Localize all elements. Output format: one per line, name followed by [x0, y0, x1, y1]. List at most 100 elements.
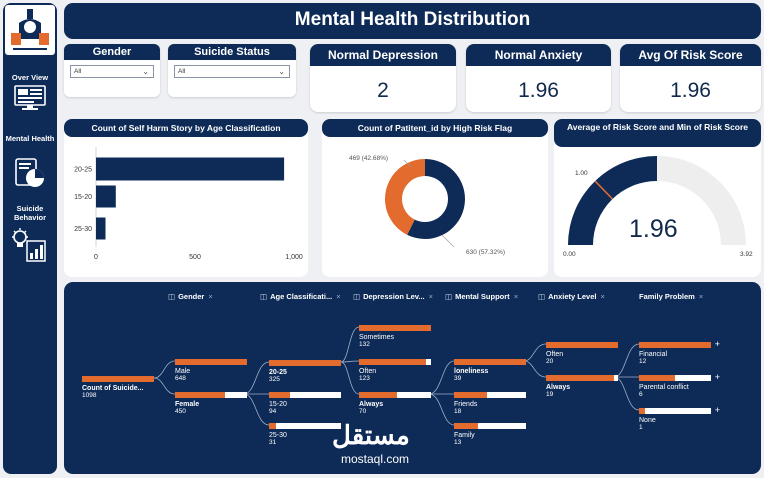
bar-tick-label: 0: [94, 254, 98, 261]
donut-label-orange: 469 (42.68%): [349, 155, 389, 162]
nav-overview-label[interactable]: Over View: [11, 73, 49, 82]
decomp-col-depression[interactable]: ◫ Depression Lev... ×: [353, 292, 433, 301]
donut-slice[interactable]: [407, 159, 465, 239]
expand-plus-icon[interactable]: +: [714, 339, 720, 349]
lightbulb-chart-icon[interactable]: [11, 227, 47, 268]
bar-tick-label: 1,000: [285, 254, 303, 261]
decomp-node-bar: [546, 375, 618, 381]
decomp-node-bar-fill: [546, 342, 618, 348]
decomp-node-bar-fill: [269, 423, 277, 429]
decomp-node-label: Female: [175, 401, 200, 408]
decomp-node-value: 13: [454, 439, 462, 446]
decomp-node-depression[interactable]: Always 70: [359, 392, 431, 415]
kpi-title: Normal Depression: [310, 44, 456, 66]
decomp-node-value: 1: [639, 424, 643, 431]
decomp-node-depression[interactable]: Sometimes 132: [359, 325, 431, 348]
bar-category-label: 25-30: [74, 226, 92, 233]
decomp-node-label: loneliness: [454, 368, 489, 375]
decomp-node-bar: [454, 359, 526, 365]
suicide-status-dropdown-value: All: [178, 68, 186, 75]
expand-plus-icon[interactable]: +: [714, 372, 720, 382]
decomp-node-age[interactable]: 20-25 325: [269, 360, 341, 383]
decomp-col-support[interactable]: ◫ Mental Support ×: [445, 292, 518, 301]
monitor-dashboard-icon[interactable]: [14, 85, 46, 116]
decomp-node-value: 94: [269, 408, 277, 415]
decomp-node-gender[interactable]: Male 648: [175, 359, 247, 382]
bar-mark[interactable]: [96, 185, 116, 208]
decomp-node-anxiety[interactable]: Often 20: [546, 342, 618, 365]
decomp-col-anxiety[interactable]: ◫ Anxiety Level ×: [538, 292, 605, 301]
close-icon[interactable]: ×: [336, 292, 341, 301]
kpi-value: 1.96: [518, 79, 559, 102]
donut-slice[interactable]: [385, 159, 425, 235]
decomp-node-value: 123: [359, 375, 370, 382]
close-icon[interactable]: ×: [428, 292, 434, 301]
decomp-node-bar-fill: [454, 359, 526, 365]
bar-mark[interactable]: [96, 217, 106, 240]
close-icon[interactable]: ×: [600, 292, 605, 301]
bar-mark[interactable]: [96, 157, 285, 181]
decomp-node-family[interactable]: Financial 12 +: [639, 339, 720, 365]
decomp-node-support[interactable]: Friends 18: [454, 392, 526, 415]
decomp-node-age[interactable]: 25-30 31: [269, 423, 341, 446]
decomp-col-gender[interactable]: ◫ Gender ×: [168, 292, 213, 301]
decomp-node-value: 39: [454, 375, 462, 382]
decomp-node-bar-fill: [639, 408, 645, 414]
decomp-node-support[interactable]: Family 13: [454, 423, 526, 446]
decomp-node-label: Family: [454, 432, 475, 439]
decomp-col-label: Gender: [178, 292, 205, 301]
decomp-node-bar: [639, 408, 711, 414]
close-icon[interactable]: ×: [698, 292, 704, 301]
kpi-title: Avg Of Risk Score: [620, 44, 761, 66]
donut-label-navy: 630 (57.32%): [466, 249, 506, 256]
pie-chart-report-icon[interactable]: [14, 157, 46, 194]
decomp-node-age[interactable]: 15-20 94: [269, 392, 341, 415]
decomp-node-family[interactable]: None 1 +: [639, 405, 720, 431]
decomp-node-anxiety[interactable]: Always 19: [546, 375, 618, 398]
decomp-col-age[interactable]: ◫ Age Classificati... ×: [260, 292, 341, 301]
decomp-node-depression[interactable]: Often 123: [359, 359, 431, 382]
kpi-normal-anxiety: Normal Anxiety 1.96: [466, 44, 611, 112]
app-logo: [5, 5, 55, 55]
expand-plus-icon[interactable]: +: [714, 405, 720, 415]
gender-slicer: Gender All ⌄: [64, 44, 160, 97]
close-icon[interactable]: ×: [513, 292, 519, 301]
kpi-value: 2: [377, 79, 389, 102]
decomp-node-support[interactable]: loneliness 39: [454, 359, 526, 382]
gauge-max-label: 3.92: [740, 251, 753, 258]
donut-leader-line: [441, 234, 455, 248]
nav-suicide-behavior-label[interactable]: Suicide Behavior: [13, 204, 47, 222]
decomp-node-root[interactable]: Count of Suicide... 1098: [82, 376, 154, 399]
decomp-node-value: 19: [546, 391, 554, 398]
decomp-node-bar: [454, 392, 526, 398]
decomp-node-label: Often: [359, 368, 377, 375]
chevron-down-icon: ⌄: [278, 67, 285, 76]
close-icon[interactable]: ×: [208, 292, 213, 301]
watermark-arabic: مستقل: [332, 420, 410, 450]
gauge-target-label: 1.00: [575, 170, 588, 177]
nav-mental-health-label[interactable]: Mental Health: [5, 134, 55, 143]
decomp-node-value: 31: [269, 439, 277, 446]
lock-icon: ◫: [260, 292, 268, 301]
decomp-node-value: 70: [359, 408, 367, 415]
decomp-node-bar-fill: [639, 342, 711, 348]
decomposition-tree: ◫ Gender × ◫ Age Classificati... × ◫ Depressi…: [64, 282, 761, 474]
decomp-node-value: 12: [639, 358, 647, 365]
decomp-node-gender[interactable]: Female 450: [175, 392, 247, 415]
decomp-node-bar: [359, 392, 431, 398]
bar-tick-label: 500: [189, 254, 201, 261]
decomp-node-bar-fill: [175, 359, 247, 365]
decomp-node-label: Male: [175, 368, 191, 375]
decomp-node-family[interactable]: Parental conflict 6 +: [639, 372, 720, 398]
decomp-node-label: Financial: [639, 351, 668, 358]
decomp-node-value: 450: [175, 408, 186, 415]
decomp-col-family[interactable]: Family Problem ×: [639, 292, 703, 301]
donut-chart-title: Count of Patitent_id by High Risk Flag: [322, 119, 548, 137]
gauge-target-marker: [594, 180, 614, 200]
gender-dropdown[interactable]: All ⌄: [70, 65, 154, 78]
decomp-node-bar-fill: [269, 360, 341, 366]
decomp-node-label: None: [639, 417, 656, 424]
decomp-node-bar-fill: [639, 375, 675, 381]
watermark-latin: mostaql.com: [341, 452, 410, 466]
suicide-status-dropdown[interactable]: All ⌄: [174, 65, 290, 78]
